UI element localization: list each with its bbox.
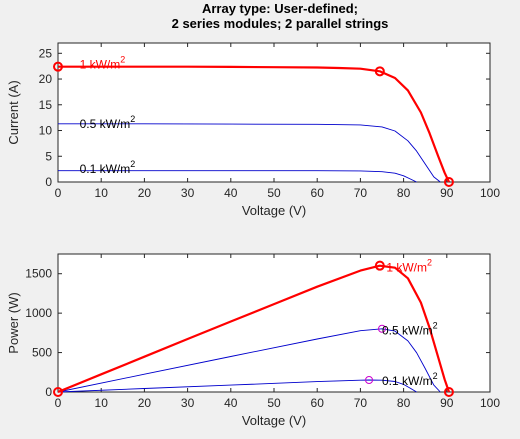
figure-title-line1: Array type: User-defined;: [202, 1, 358, 16]
x-axis-label: Voltage (V): [242, 203, 306, 218]
series-label-superscript: 2: [427, 257, 432, 267]
y-tick-label: 1000: [25, 306, 52, 320]
series-label-text: 0.5 kW/m: [382, 323, 433, 337]
x-tick-label: 50: [267, 396, 281, 410]
figure-title-line2: 2 series modules; 2 parallel strings: [172, 16, 389, 31]
x-tick-label: 30: [181, 396, 195, 410]
power-voltage-plot: 0 10 20 30 40 50 60 70 80 90 100050010001500Voltag…: [6, 253, 500, 428]
series-label-superscript: 2: [433, 371, 438, 381]
series-label-text: 0.1 kW/m: [382, 374, 433, 388]
series-label-text: 0.5 kW/m: [80, 117, 131, 131]
series-label-text: 1 kW/m: [386, 260, 427, 274]
y-tick-label: 15: [39, 98, 53, 112]
x-tick-label: 90: [440, 396, 454, 410]
y-tick-label: 500: [32, 346, 52, 360]
y-axis-label: Current (A): [6, 80, 21, 144]
series-marker-2: [365, 376, 374, 385]
x-tick-label: 80: [397, 396, 411, 410]
series-label-superscript: 2: [130, 114, 135, 124]
series-label-superscript: 2: [433, 320, 438, 330]
series-label-text: 0.1 kW/m: [80, 162, 131, 176]
series-label-1: 0.5 kW/m2: [382, 320, 438, 337]
series-label-text: 1 kW/m: [80, 58, 121, 72]
series-line-1: [58, 123, 441, 183]
series-line-0: [58, 65, 450, 183]
x-tick-label: 50: [267, 186, 281, 200]
x-tick-label: 100: [480, 396, 500, 410]
x-tick-label: 40: [224, 396, 238, 410]
series-label-superscript: 2: [120, 55, 125, 65]
x-tick-label: 0: [55, 186, 62, 200]
y-tick-label: 1500: [25, 267, 52, 281]
series-label-1: 0.5 kW/m2: [80, 114, 136, 131]
x-tick-label: 10: [95, 396, 109, 410]
x-tick-label: 20: [138, 186, 152, 200]
series-label-2: 0.1 kW/m2: [80, 159, 136, 176]
current-voltage-plot: 0 10 20 30 40 50 60 70 80 90 100 0 5 10 15 20 25 Voltage …: [6, 42, 500, 218]
series-marker-1: [378, 324, 386, 333]
x-tick-label: 70: [354, 396, 368, 410]
x-tick-label: 60: [311, 186, 325, 200]
x-tick-label: 40: [224, 186, 238, 200]
series-label-superscript: 2: [130, 159, 135, 169]
x-tick-label: 90: [440, 186, 454, 200]
x-tick-label: 30: [181, 186, 195, 200]
series-line-2: [58, 170, 417, 183]
x-tick-label: 80: [397, 186, 411, 200]
series-label-2: 0.1 kW/m2: [382, 371, 438, 388]
x-axis-label: Voltage (V): [242, 413, 306, 428]
y-tick-label: 0: [45, 385, 52, 399]
series-marker-0: [53, 387, 63, 397]
x-tick-label: 20: [138, 396, 152, 410]
x-tick-label: 10: [95, 186, 109, 200]
series-line-0: [58, 264, 451, 393]
series-marker-0: [374, 260, 385, 271]
x-tick-label: 60: [311, 396, 325, 410]
series-label-0: 1 kW/m2: [386, 257, 432, 274]
series-line-1: [58, 328, 441, 393]
x-tick-label: 100: [480, 186, 500, 200]
x-tick-label: 0: [55, 396, 62, 410]
y-tick-label: 10: [39, 124, 53, 138]
y-tick-label: 5: [45, 149, 52, 163]
series-marker-0: [53, 61, 63, 72]
plot-area: [57, 253, 491, 393]
x-tick-label: 70: [354, 186, 368, 200]
y-axis-label: Power (W): [6, 292, 21, 353]
series-label-0: 1 kW/m2: [80, 55, 126, 72]
series-marker-0: [443, 177, 454, 187]
series-marker-0: [443, 387, 454, 397]
y-tick-label: 20: [39, 72, 53, 86]
series-line-2: [58, 379, 417, 393]
y-tick-label: 0: [45, 175, 52, 189]
series-marker-0: [374, 66, 385, 77]
y-tick-label: 25: [39, 46, 53, 60]
